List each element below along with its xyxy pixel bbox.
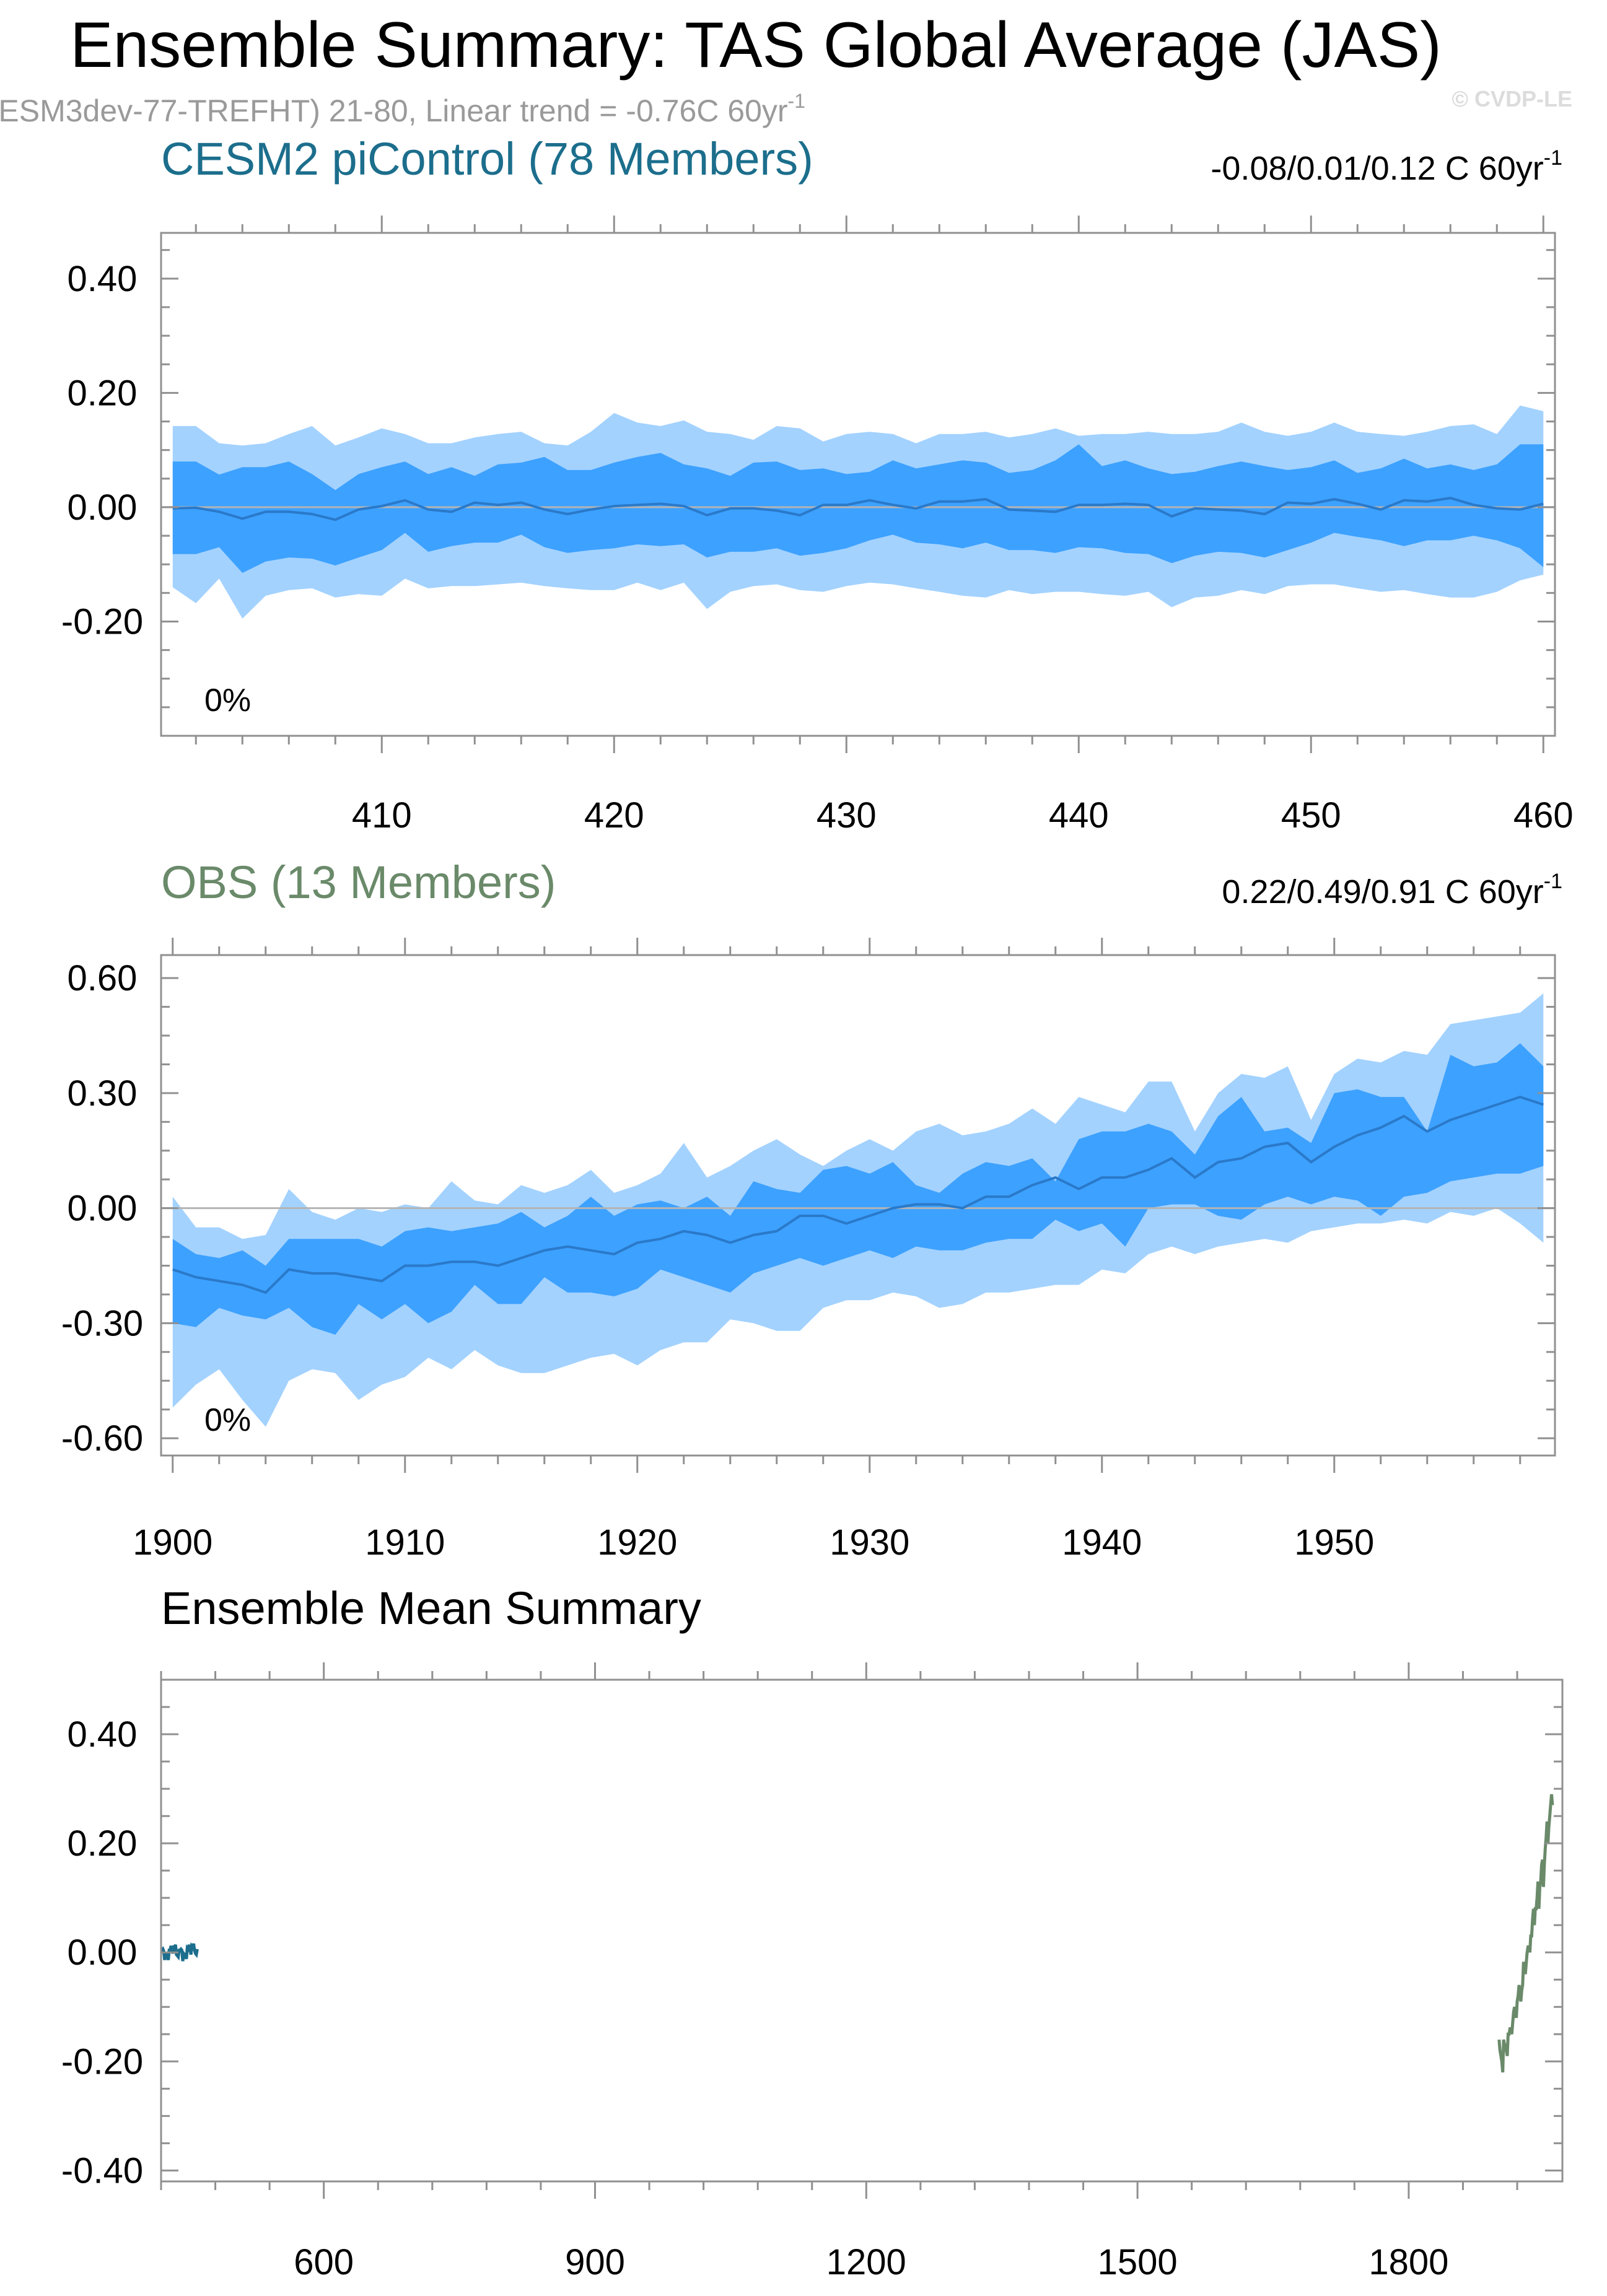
y-tick-label: 0.40 (68, 259, 138, 299)
x-tick-label: 1910 (365, 1522, 445, 1563)
y-tick-label: 0.60 (68, 958, 138, 998)
band-25-75-percentile (172, 444, 1544, 573)
series-line-cesm2-picontrol (161, 1942, 199, 1962)
x-tick-label: 410 (352, 795, 412, 836)
panel-title: Ensemble Mean Summary (161, 1582, 701, 1634)
trend-label-superscript: -1 (1544, 146, 1562, 170)
y-tick-label: -0.20 (61, 2041, 143, 2082)
plot-area (161, 405, 1555, 619)
x-tick-label: 1200 (826, 2242, 906, 2282)
panel-title: OBS (13 Members) (161, 857, 556, 908)
trend-label: -0.08/0.01/0.12 C 60yr-1 (1211, 146, 1562, 187)
x-tick-label: 1920 (597, 1522, 677, 1563)
x-tick-label: 1930 (830, 1522, 909, 1563)
x-tick-label: 450 (1281, 795, 1341, 836)
y-tick-label: 0.00 (68, 1932, 138, 1973)
plot-frame (160, 232, 1556, 737)
trend-label-text: -0.08/0.01/0.12 C 60yr (1211, 150, 1543, 187)
panel-ensemble-mean-summary: Ensemble Mean Summary -0.40 -0.20 0.00 0.20 0… (61, 1582, 1564, 2282)
x-tick-label: 1800 (1368, 2242, 1448, 2282)
panel-cesm2-picontrol: CESM2 piControl (78 Members) -0.08/0.01/0… (61, 133, 1574, 836)
ensemble-mean-line (172, 497, 1544, 522)
y-tick-label: -0.60 (61, 1418, 143, 1459)
y-tick-label: -0.20 (61, 601, 143, 642)
x-tick-label: 900 (565, 2242, 625, 2282)
y-tick-label: 0.40 (68, 1714, 138, 1755)
series-line-obs (1497, 1794, 1554, 2073)
percent-label: 0% (204, 683, 251, 718)
figure-title: Ensemble Summary: TAS Global Average (JA… (70, 9, 1442, 81)
trend-label-superscript: -1 (1544, 870, 1562, 893)
x-tick-label: 600 (294, 2242, 354, 2282)
panel-obs: OBS (13 Members) 0.22/0.49/0.91 C 60yr-10… (61, 857, 1562, 1563)
plot-area (161, 993, 1555, 1427)
x-tick-label: 1900 (133, 1522, 212, 1563)
x-tick-label: 420 (584, 795, 644, 836)
subtitle-text: Observations (CESM3dev-77-TREFHT) 21-80,… (0, 94, 788, 128)
y-tick-label: -0.30 (61, 1303, 143, 1343)
x-tick-label: 1940 (1062, 1522, 1142, 1563)
x-tick-label: 1500 (1098, 2242, 1178, 2282)
y-tick-label: 0.30 (68, 1073, 138, 1114)
y-tick-label: 0.20 (68, 373, 138, 413)
plot-frame (160, 1678, 1564, 2183)
figure-subtitle: Observations (CESM3dev-77-TREFHT) 21-80,… (0, 90, 805, 128)
x-tick-label: 460 (1513, 795, 1574, 836)
trend-label: 0.22/0.49/0.91 C 60yr-1 (1222, 870, 1562, 910)
trend-label-text: 0.22/0.49/0.91 C 60yr (1222, 873, 1543, 910)
y-tick-label: 0.00 (68, 1189, 138, 1229)
ensemble-mean-line (172, 1095, 1544, 1294)
x-tick-label: 440 (1049, 795, 1109, 836)
panel-title: CESM2 piControl (78 Members) (161, 133, 813, 185)
y-tick-label: 0.00 (68, 487, 138, 528)
y-tick-label: -0.40 (61, 2150, 143, 2191)
band-25-75-percentile (172, 1043, 1544, 1335)
plot-area (161, 1794, 1554, 2073)
subtitle-superscript: -1 (788, 90, 805, 112)
plot-frame (160, 954, 1556, 1457)
x-tick-label: 430 (817, 795, 877, 836)
percent-label: 0% (204, 1402, 251, 1438)
x-tick-label: 1950 (1294, 1522, 1374, 1563)
copyright-label: © CVDP-LE (1452, 86, 1572, 111)
y-tick-label: 0.20 (68, 1823, 138, 1864)
